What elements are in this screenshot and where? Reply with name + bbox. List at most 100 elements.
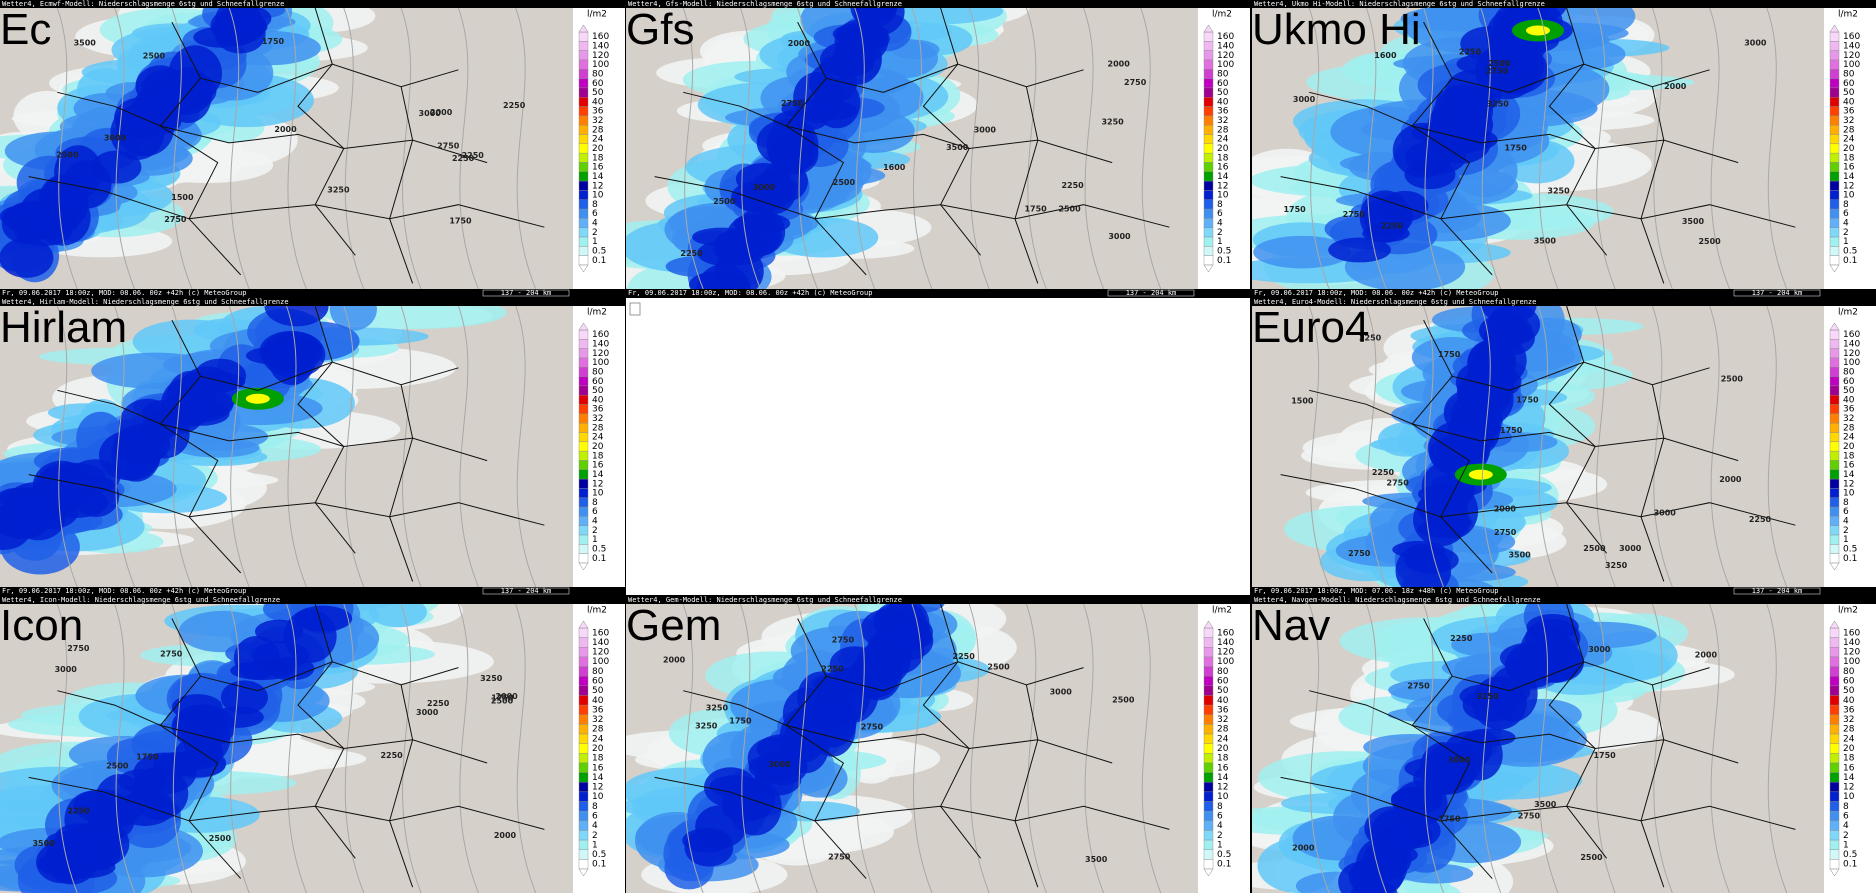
contour-label: 2250 xyxy=(1061,181,1084,190)
header-bar xyxy=(1252,298,1876,306)
contour-label: 1750 xyxy=(1438,350,1461,359)
country-border xyxy=(1014,86,1039,284)
legend-tick-label: 12 xyxy=(1843,479,1854,489)
legend-swatch xyxy=(578,339,589,349)
legend-swatch xyxy=(1829,714,1840,725)
legend-swatch xyxy=(1829,753,1840,764)
contour-label: 1750 xyxy=(491,694,514,703)
legend-tick-label: 4 xyxy=(592,821,598,831)
snowline-contour xyxy=(1423,604,1445,893)
country-border xyxy=(1014,684,1039,888)
contour-label: 2750 xyxy=(828,852,851,861)
legend-tick-label: 160 xyxy=(592,330,609,340)
legend-tick-label: 32 xyxy=(1843,414,1854,424)
country-border xyxy=(189,502,545,526)
legend-swatch xyxy=(1829,385,1840,396)
legend-tick-label: 80 xyxy=(1843,367,1855,377)
country-border xyxy=(1440,204,1796,228)
contour-label: 2500 xyxy=(713,197,736,206)
snowline-contour xyxy=(56,604,78,893)
legend-swatch xyxy=(1829,478,1840,489)
header-text: Wetter4, Gfs-Modell: Niederschlagsmenge … xyxy=(628,0,902,8)
contour-label: 2250 xyxy=(1450,634,1473,643)
contour-label: 2000 xyxy=(430,108,453,117)
legend-swatch xyxy=(578,143,589,154)
legend-swatch xyxy=(1829,743,1840,754)
legend-swatch xyxy=(1203,675,1214,687)
legend-tick-label: 20 xyxy=(592,744,604,754)
legend-swatch xyxy=(578,171,589,182)
legend-swatch xyxy=(1829,525,1840,536)
legend-tick-label: 10 xyxy=(592,792,604,802)
model-label: Hirlam xyxy=(0,303,127,352)
legend-swatch xyxy=(1829,199,1840,210)
legend-tick-label: 0.1 xyxy=(592,256,606,266)
precip-area xyxy=(1483,677,1531,706)
contour-label: 1600 xyxy=(1374,51,1397,60)
contour-label: 1750 xyxy=(729,716,752,725)
legend-tick-label: 120 xyxy=(1843,648,1860,658)
legend-title: l/m2 xyxy=(1212,10,1232,20)
country-border xyxy=(1548,604,1607,859)
legend-swatch xyxy=(578,849,589,860)
snowline-contour xyxy=(171,8,193,289)
legend-swatch xyxy=(1829,553,1840,564)
contour-label: 2750 xyxy=(1387,479,1410,488)
contour-label: 2500 xyxy=(1112,696,1135,705)
legend-swatch xyxy=(1829,656,1840,667)
legend-tick-label: 20 xyxy=(1217,144,1229,154)
precip-area xyxy=(1362,840,1412,879)
legend-tick-label: 16 xyxy=(1217,163,1229,173)
legend-swatch xyxy=(1829,376,1840,387)
legend-tick-label: 100 xyxy=(1843,60,1860,70)
legend-cap xyxy=(578,24,589,33)
country-border xyxy=(1440,805,1796,830)
legend-swatch xyxy=(1829,782,1840,793)
country-border xyxy=(683,690,787,726)
legend-swatch xyxy=(578,743,589,754)
legend-swatch xyxy=(578,810,589,822)
contour-label: 3500 xyxy=(1534,237,1557,246)
legend-swatch xyxy=(578,87,589,98)
precip-area xyxy=(264,306,329,327)
legend-tick-label: 60 xyxy=(592,79,604,89)
legend-tick-label: 10 xyxy=(1843,489,1855,499)
precip-area xyxy=(873,604,927,644)
contour-label: 3000 xyxy=(753,183,776,192)
legend-tick-label: 14 xyxy=(592,470,604,480)
legend-tick-label: 36 xyxy=(1843,107,1855,117)
legend-tick-label: 0.5 xyxy=(592,247,606,257)
precip-area xyxy=(175,401,230,426)
contour-label: 1750 xyxy=(1438,814,1461,823)
scale-box xyxy=(482,289,570,297)
legend-tick-label: 28 xyxy=(1843,725,1855,735)
legend-swatch xyxy=(578,791,589,802)
legend-swatch xyxy=(1203,134,1214,145)
legend-tick-label: 36 xyxy=(1217,705,1229,715)
precip-core xyxy=(1526,25,1550,36)
legend-tick-label: 4 xyxy=(1843,517,1849,527)
legend-swatch xyxy=(578,733,589,744)
legend-tick-label: 14 xyxy=(1217,773,1229,783)
contour-label: 2250 xyxy=(1381,221,1404,230)
contour-label: 3500 xyxy=(32,839,55,848)
snowline-contour xyxy=(286,604,307,893)
legend-tick-label: 16 xyxy=(592,461,604,471)
legend-swatch xyxy=(578,124,589,135)
legend-tick-label: 32 xyxy=(1217,715,1228,725)
snowline-contour xyxy=(228,604,250,893)
legend-swatch xyxy=(578,772,589,783)
header-text: Wetter4, Ukmo Hi-Modell: Niederschlagsme… xyxy=(1254,0,1545,8)
snowline-contour xyxy=(56,306,78,587)
legend-tick-label: 160 xyxy=(592,628,609,638)
legend-tick-label: 120 xyxy=(1217,648,1234,658)
legend-swatch xyxy=(578,627,589,638)
snowline-contour xyxy=(1651,604,1673,893)
precip-area xyxy=(369,604,427,628)
legend-tick-label: 0.1 xyxy=(592,554,606,564)
legend-tick-label: 0.5 xyxy=(1843,545,1857,555)
map: 1600175022502000250022502500275030003250… xyxy=(1252,8,1824,289)
legend-swatch xyxy=(1829,432,1840,443)
legend-swatch xyxy=(1203,704,1214,715)
precip-area xyxy=(722,780,776,822)
